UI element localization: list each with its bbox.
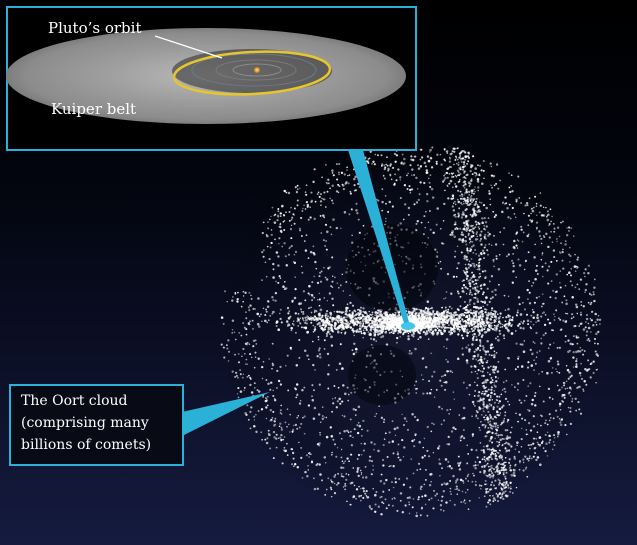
planet-orbit-inner xyxy=(232,63,282,77)
kuiper-belt-label: Kuiper belt xyxy=(51,100,137,118)
pluto-orbit-leader-line xyxy=(154,35,223,59)
planet-orbit-mid xyxy=(215,59,297,81)
oort-cloud-sphere xyxy=(220,138,604,522)
oort-callout-pointer xyxy=(182,392,270,436)
pluto-orbit-ellipse xyxy=(172,50,332,96)
oort-cloud-label-line-2: (comprising many xyxy=(21,415,149,431)
kuiper-belt-inset xyxy=(6,6,417,151)
oort-cloud-label-line-1: The Oort cloud xyxy=(21,393,128,409)
inner-shell-lower xyxy=(348,345,416,405)
inset-callout-pointer xyxy=(348,150,409,323)
oort-cloud-label-line-3: billions of comets) xyxy=(21,437,152,453)
inner-disk-glow xyxy=(372,312,448,332)
pluto-orbit-label: Pluto’s orbit xyxy=(48,19,142,37)
planet-orbit-outer xyxy=(191,53,317,87)
sun-icon xyxy=(254,67,260,73)
oort-cloud-callout-box: The Oort cloud (comprising many billions… xyxy=(9,384,184,466)
inner-solar-system-marker xyxy=(401,322,415,330)
